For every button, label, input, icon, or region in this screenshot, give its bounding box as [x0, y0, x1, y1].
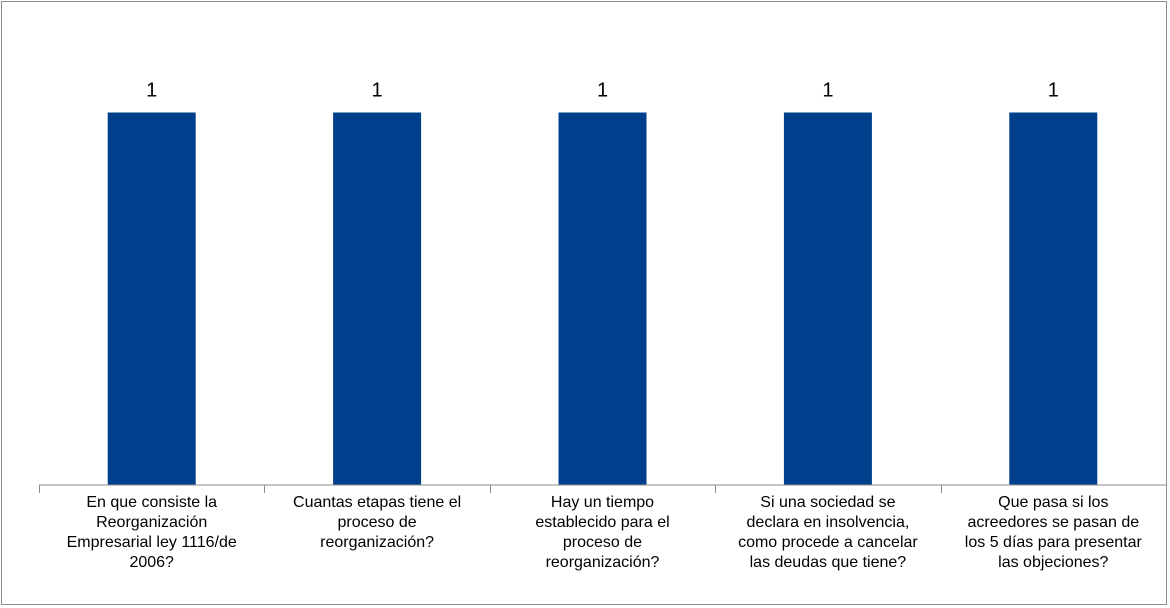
- bar: [107, 112, 196, 485]
- bars-layer: [107, 112, 1098, 485]
- data-label: 1: [597, 80, 608, 102]
- data-label: 1: [1048, 80, 1059, 102]
- bar: [333, 112, 422, 485]
- x-axis: [39, 484, 1167, 493]
- x-tick-label: Que pasa si los acreedores se pasan de los…: [965, 494, 1143, 571]
- data-label: 1: [822, 80, 833, 102]
- labels-layer: 1 En que consiste la Reorganización Empresa…: [67, 80, 1143, 572]
- x-tick-label: Si una sociedad se declara en insolvencia…: [738, 494, 918, 571]
- data-label: 1: [146, 80, 157, 102]
- x-tick-label: Hay un tiempo establecido para el proceso …: [535, 494, 669, 571]
- data-label: 1: [372, 80, 383, 102]
- bar: [1009, 112, 1098, 485]
- x-tick-label: Cuantas etapas tiene el proceso de reorgan…: [293, 494, 461, 551]
- bar: [783, 112, 872, 485]
- bar: [558, 112, 647, 485]
- x-tick-label: En que consiste la Reorganización Empresar…: [67, 494, 237, 571]
